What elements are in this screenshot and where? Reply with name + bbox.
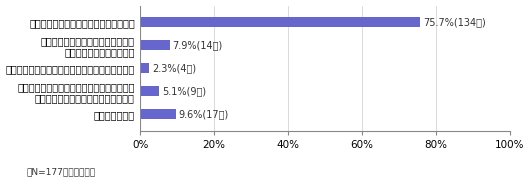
Bar xyxy=(140,63,149,73)
Text: （N=177；複数回答）: （N=177；複数回答） xyxy=(27,167,96,176)
Bar xyxy=(140,86,159,96)
Text: 7.9%(14件): 7.9%(14件) xyxy=(172,40,223,50)
Text: 9.6%(17件): 9.6%(17件) xyxy=(179,109,229,119)
Bar xyxy=(140,17,420,27)
Text: 75.7%(134件): 75.7%(134件) xyxy=(423,17,485,27)
Bar xyxy=(140,40,170,50)
Text: 2.3%(4件): 2.3%(4件) xyxy=(152,63,196,73)
Bar xyxy=(140,109,176,119)
Text: 5.1%(9件): 5.1%(9件) xyxy=(162,86,206,96)
